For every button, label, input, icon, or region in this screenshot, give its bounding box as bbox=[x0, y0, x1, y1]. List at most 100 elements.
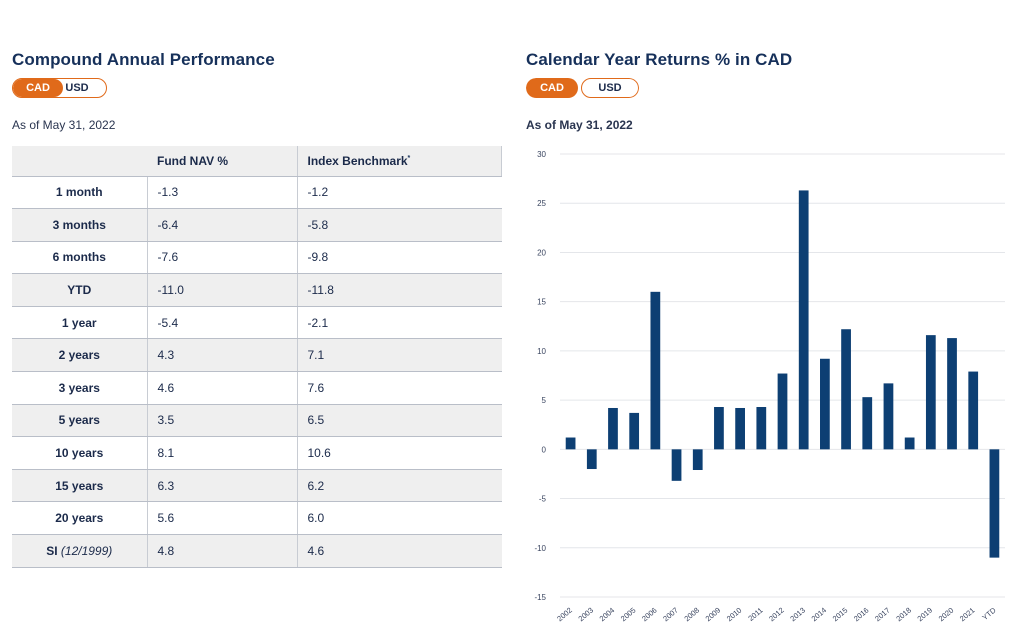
index-benchmark-cell: 6.0 bbox=[297, 501, 502, 536]
x-tick-label: 2016 bbox=[852, 606, 871, 624]
x-tick-label: YTD bbox=[980, 605, 998, 622]
header-index-benchmark-label: Index Benchmark bbox=[307, 153, 408, 168]
left-as-of-date: As of May 31, 2022 bbox=[12, 118, 116, 132]
y-tick-label: 0 bbox=[542, 445, 547, 454]
bar-2011[interactable] bbox=[756, 407, 767, 450]
index-benchmark-cell: 7.6 bbox=[297, 371, 502, 405]
table-row: 5 years 3.5 6.5 bbox=[12, 404, 502, 438]
index-benchmark-cell: 4.6 bbox=[297, 534, 502, 568]
x-tick-label: 2020 bbox=[937, 606, 956, 624]
y-tick-label: -10 bbox=[534, 544, 546, 553]
bar-2019[interactable] bbox=[925, 335, 936, 450]
bar-2013[interactable] bbox=[798, 190, 809, 450]
bar-2018[interactable] bbox=[904, 437, 915, 450]
x-tick-label: 2009 bbox=[704, 606, 723, 624]
period-cell: SI (12/1999) bbox=[12, 534, 148, 568]
period-cell: 10 years bbox=[12, 436, 148, 470]
bar-2009[interactable] bbox=[714, 407, 724, 450]
period-label: 2 years bbox=[58, 348, 100, 363]
period-label: 20 years bbox=[55, 511, 104, 526]
x-tick-label: 2004 bbox=[598, 606, 617, 624]
bar-2007[interactable] bbox=[671, 449, 682, 481]
bar-YTD[interactable] bbox=[989, 449, 1000, 558]
cad-toggle-button[interactable]: CAD bbox=[13, 79, 63, 97]
fund-nav-cell: 4.6 bbox=[147, 371, 298, 405]
x-tick-label: 2005 bbox=[619, 606, 638, 624]
period-label: SI bbox=[46, 543, 58, 558]
period-cell: YTD bbox=[12, 273, 148, 307]
usd-toggle-button[interactable]: USD bbox=[65, 82, 89, 94]
period-label: 3 years bbox=[58, 380, 100, 395]
y-tick-label: -15 bbox=[534, 593, 546, 602]
header-period bbox=[12, 146, 147, 177]
header-index-benchmark: Index Benchmark* bbox=[297, 146, 502, 177]
period-label: 10 years bbox=[55, 446, 104, 461]
period-cell: 15 years bbox=[12, 469, 148, 503]
bar-2012[interactable] bbox=[777, 373, 788, 450]
fund-nav-cell: 5.6 bbox=[147, 501, 298, 536]
period-cell: 5 years bbox=[12, 404, 148, 438]
fund-nav-cell: 6.3 bbox=[147, 469, 298, 503]
fund-nav-cell: 3.5 bbox=[147, 404, 298, 438]
period-cell: 20 years bbox=[12, 501, 148, 536]
x-tick-label: 2011 bbox=[746, 606, 764, 623]
bar-2002[interactable] bbox=[565, 437, 576, 450]
table-row: 2 years 4.3 7.1 bbox=[12, 338, 502, 373]
period-cell: 3 months bbox=[12, 208, 148, 242]
x-tick-label: 2019 bbox=[916, 606, 935, 624]
period-cell: 2 years bbox=[12, 338, 148, 373]
fund-nav-cell: -5.4 bbox=[147, 306, 298, 340]
bar-2016[interactable] bbox=[862, 397, 873, 450]
index-benchmark-cell: 6.2 bbox=[297, 469, 502, 503]
index-benchmark-cell: 10.6 bbox=[297, 436, 502, 470]
index-benchmark-cell: -2.1 bbox=[297, 306, 502, 340]
table-row: 1 month -1.3 -1.2 bbox=[12, 176, 502, 210]
fund-nav-cell: -7.6 bbox=[147, 241, 298, 275]
left-section-title: Compound Annual Performance bbox=[12, 50, 275, 69]
index-benchmark-cell: -5.8 bbox=[297, 208, 502, 242]
bar-2017[interactable] bbox=[883, 383, 894, 450]
table-row: 15 years 6.3 6.2 bbox=[12, 469, 502, 503]
chart-cad-toggle-button[interactable]: CAD bbox=[526, 78, 578, 98]
x-tick-label: 2002 bbox=[555, 606, 574, 624]
benchmark-footnote-marker[interactable]: * bbox=[407, 154, 411, 162]
table-row: 6 months -7.6 -9.8 bbox=[12, 241, 502, 275]
bar-2020[interactable] bbox=[947, 338, 957, 450]
index-benchmark-cell: 6.5 bbox=[297, 404, 502, 438]
fund-nav-cell: -1.3 bbox=[147, 176, 298, 210]
y-tick-label: 10 bbox=[537, 347, 546, 356]
bar-2021[interactable] bbox=[968, 371, 979, 450]
x-tick-label: 2017 bbox=[873, 606, 892, 624]
x-tick-label: 2007 bbox=[661, 606, 680, 624]
bar-2015[interactable] bbox=[841, 329, 851, 450]
bar-2004[interactable] bbox=[608, 407, 618, 450]
index-benchmark-cell: -9.8 bbox=[297, 241, 502, 275]
x-tick-label: 2012 bbox=[767, 606, 786, 624]
y-tick-label: -5 bbox=[539, 495, 547, 504]
x-tick-label: 2013 bbox=[788, 606, 807, 624]
bar-2006[interactable] bbox=[650, 291, 661, 450]
x-tick-label: 2015 bbox=[831, 606, 850, 624]
right-as-of-date: As of May 31, 2022 bbox=[526, 118, 633, 132]
bar-2005[interactable] bbox=[629, 412, 640, 450]
right-section-title: Calendar Year Returns % in CAD bbox=[526, 50, 793, 69]
index-benchmark-cell: -11.8 bbox=[297, 273, 502, 307]
bar-2008[interactable] bbox=[692, 449, 703, 471]
bar-2014[interactable] bbox=[820, 358, 830, 450]
bar-2003[interactable] bbox=[586, 449, 597, 470]
table-row: SI (12/1999) 4.8 4.6 bbox=[12, 534, 502, 568]
fund-nav-cell: -11.0 bbox=[147, 273, 298, 307]
y-tick-label: 15 bbox=[537, 298, 546, 307]
period-label: YTD bbox=[67, 283, 92, 298]
bar-2010[interactable] bbox=[735, 407, 745, 450]
table-header-row: Fund NAV % Index Benchmark* bbox=[12, 146, 502, 177]
period-label: 1 month bbox=[55, 185, 103, 200]
chart-usd-toggle-button[interactable]: USD bbox=[581, 78, 639, 98]
currency-toggle-right: CAD USD bbox=[526, 78, 639, 98]
period-cell: 3 years bbox=[12, 371, 148, 405]
fund-nav-cell: -6.4 bbox=[147, 208, 298, 242]
period-note: (12/1999) bbox=[60, 543, 113, 558]
x-tick-label: 2018 bbox=[894, 606, 913, 624]
y-tick-label: 20 bbox=[537, 248, 546, 257]
